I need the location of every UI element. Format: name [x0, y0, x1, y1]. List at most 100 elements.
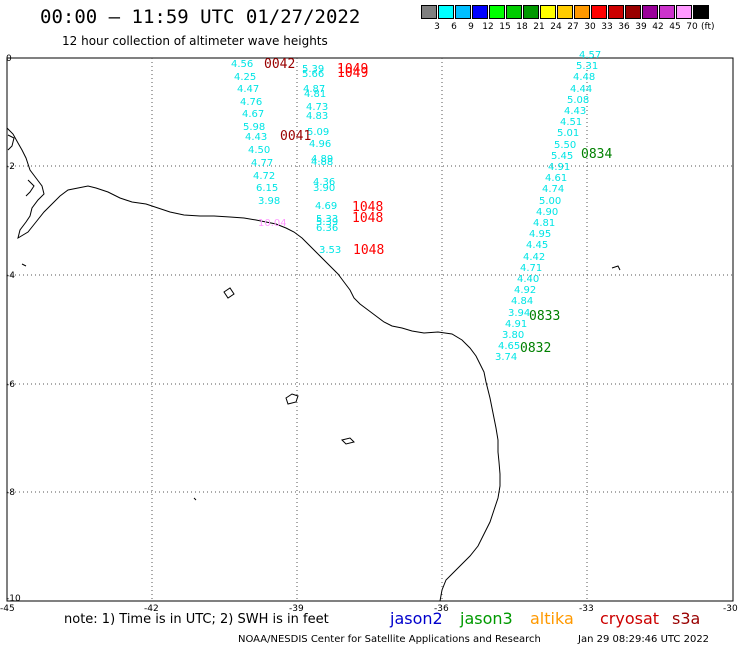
color-scale-unit: (ft): [701, 22, 715, 32]
color-scale-swatch: [676, 5, 692, 19]
wave-height-value: 4.73: [306, 102, 328, 113]
wave-height-value: 3.74: [495, 352, 517, 363]
wave-height-value: 4.90: [536, 207, 558, 218]
wave-height-value: 5.33: [316, 214, 338, 225]
wave-height-value: 4.88: [311, 157, 333, 168]
wave-height-value: 4.71: [520, 263, 542, 274]
wave-height-value: 4.92: [514, 285, 536, 296]
wave-height-value: 4.72: [253, 171, 275, 182]
wave-height-value: 5.39: [316, 217, 338, 228]
wave-height-value: 5.98: [243, 122, 265, 133]
x-tick-label: -30: [723, 604, 738, 614]
color-scale-label: 18: [516, 22, 528, 32]
wave-height-value: 10.04: [258, 218, 287, 229]
color-scale-swatch: [523, 5, 539, 19]
y-tick-label: -2: [6, 162, 15, 172]
wave-height-value: 3.90: [313, 183, 335, 194]
color-scale-swatch: [438, 5, 454, 19]
wave-height-value: 5.31: [576, 61, 598, 72]
color-scale-swatch: [608, 5, 624, 19]
color-scale-label: 3: [434, 22, 440, 32]
wave-height-value: 3.94: [508, 308, 530, 319]
wave-height-value: 4.61: [545, 173, 567, 184]
pass-time-label: 1049: [337, 62, 368, 77]
wave-height-value: 4.36: [313, 177, 335, 188]
wave-height-value: 4.96: [309, 139, 331, 150]
color-scale-label: 33: [601, 22, 613, 32]
generation-timestamp: Jan 29 08:29:46 UTC 2022: [578, 634, 710, 645]
wave-height-value: 4.91: [548, 162, 570, 173]
color-scale-swatch: [489, 5, 505, 19]
wave-height-value: 3.53: [319, 245, 341, 256]
wave-height-value: 4.42: [523, 252, 545, 263]
color-scale-swatch: [421, 5, 437, 19]
wave-height-value: 6.36: [316, 223, 338, 234]
satellite-legend-cryosat: cryosat: [600, 609, 660, 628]
color-scale-swatch: [472, 5, 488, 19]
wave-height-value: 3.98: [258, 196, 280, 207]
wave-height-value: 4.95: [529, 229, 551, 240]
wave-height-value: 4.89: [311, 154, 333, 165]
x-tick-label: -39: [289, 604, 304, 614]
pass-time-label: 1048: [353, 243, 384, 258]
wave-height-value: 4.56: [231, 59, 253, 70]
color-scale-label: 24: [550, 22, 562, 32]
color-scale-label: 42: [652, 22, 664, 32]
wave-height-value: 3.80: [502, 330, 524, 341]
wave-height-value: 4.67: [242, 109, 264, 120]
y-tick-label: -6: [6, 380, 15, 390]
wave-height-value: 5.01: [557, 128, 579, 139]
wave-height-value: 4.25: [234, 72, 256, 83]
satellite-legend-jason3: jason3: [460, 609, 513, 628]
wave-height-value: 5.39: [302, 64, 324, 75]
wave-height-value: 5.08: [567, 95, 589, 106]
color-scale-label: 9: [468, 22, 474, 32]
wave-height-value: 4.81: [304, 89, 326, 100]
satellite-legend-jason2: jason2: [390, 609, 443, 628]
pass-time-label: 0834: [581, 147, 612, 162]
color-scale-label: 36: [618, 22, 630, 32]
wave-height-value: 4.48: [573, 72, 595, 83]
pass-time-label: 1048: [352, 200, 383, 215]
wave-height-value: 4.74: [542, 184, 564, 195]
wave-height-value: 4.47: [237, 84, 259, 95]
wave-height-value: 4.77: [251, 158, 273, 169]
page-subtitle: 12 hour collection of altimeter wave hei…: [62, 34, 328, 48]
grid-lines: [7, 58, 733, 601]
color-scale-label: 45: [669, 22, 681, 32]
plot-frame: [6, 57, 734, 602]
wave-height-value: 5.45: [551, 151, 573, 162]
wave-height-value: 5.50: [554, 140, 576, 151]
altimeter-tracks: 4.564.254.474.764.675.984.434.504.774.72…: [231, 50, 601, 363]
wave-height-value: 4.65: [498, 341, 520, 352]
wave-height-value: 4.50: [248, 145, 270, 156]
pass-time-label: 1049: [337, 66, 368, 81]
color-scale-swatch: [659, 5, 675, 19]
color-scale-swatch: [591, 5, 607, 19]
wave-height-value: 6.15: [256, 183, 278, 194]
color-scale-swatch: [574, 5, 590, 19]
wave-height-value: 4.87: [303, 84, 325, 95]
color-scale-swatch: [455, 5, 471, 19]
x-tick-label: -45: [0, 604, 15, 614]
page-title: 00:00 – 11:59 UTC 01/27/2022: [40, 6, 361, 28]
wave-height-value: 5.00: [539, 196, 561, 207]
wave-height-value: 4.51: [560, 117, 582, 128]
coastline: [6, 127, 501, 602]
color-scale-swatch: [506, 5, 522, 19]
wave-height-value: 4.69: [315, 201, 337, 212]
wave-height-value: 4.43: [245, 132, 267, 143]
color-scale-label: 30: [584, 22, 596, 32]
satellite-legend-s3a: s3a: [672, 609, 701, 628]
wave-height-value: 4.76: [240, 97, 262, 108]
wave-height-value: 4.84: [511, 296, 533, 307]
pass-time-label: 0042: [264, 57, 295, 72]
x-tick-label: -42: [144, 604, 159, 614]
x-tick-label: -36: [434, 604, 449, 614]
wave-height-value: 4.43: [564, 106, 586, 117]
color-scale-swatch: [693, 5, 709, 19]
wave-height-value: 4.40: [517, 274, 539, 285]
footer-note: note: 1) Time is in UTC; 2) SWH is in fe…: [64, 612, 329, 627]
